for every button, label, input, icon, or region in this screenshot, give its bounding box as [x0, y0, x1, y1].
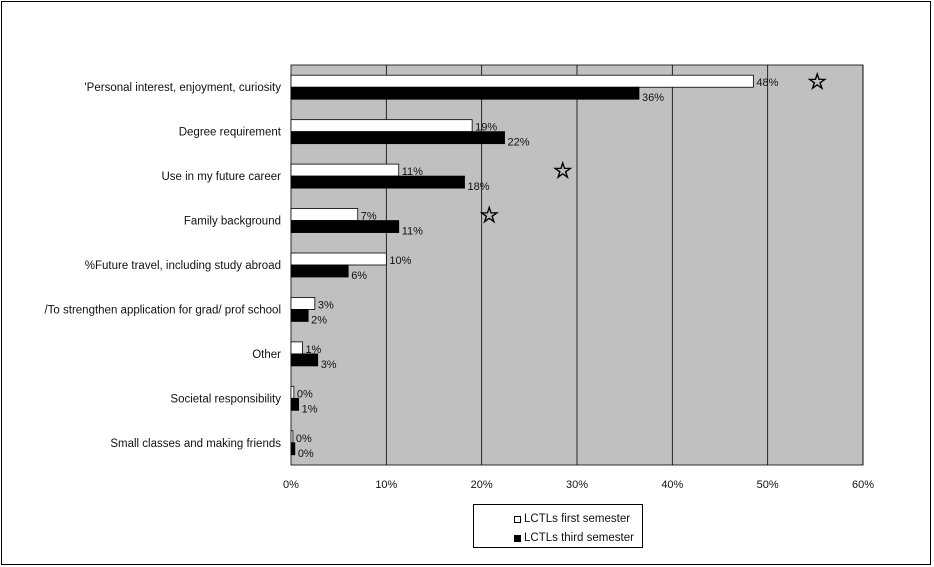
- bar-first-semester: [290, 297, 316, 310]
- data-label: 1%: [305, 344, 321, 356]
- bar-third-semester: [290, 309, 309, 322]
- category-label: %Future travel, including study abroad: [85, 260, 281, 272]
- bar-third-semester: [290, 131, 505, 145]
- bar-third-semester: [290, 220, 400, 233]
- data-label: 1%: [302, 403, 318, 415]
- bar-third-semester: [290, 175, 465, 189]
- data-label: 11%: [402, 166, 423, 178]
- data-label: 11%: [402, 226, 423, 238]
- category-label: /To strengthen application for grad/ pro…: [44, 304, 281, 316]
- category-label: Family background: [184, 216, 281, 228]
- data-label: 2%: [311, 314, 327, 326]
- bar-first-semester: [290, 74, 754, 88]
- data-label: 7%: [361, 211, 377, 223]
- bar-third-semester: [290, 397, 300, 411]
- legend-swatch-third-semester: [514, 534, 521, 542]
- data-label: 48%: [756, 77, 778, 89]
- star-annotation: ☆: [553, 159, 573, 184]
- category-label: Degree requirement: [179, 127, 282, 139]
- data-label: 36%: [642, 92, 664, 104]
- data-labels: 48%36%19%22%11%18%7%11%10%6%3%2%1%3%0%1%…: [296, 77, 779, 460]
- star-annotation: ☆: [479, 204, 499, 229]
- bar-third-semester: [290, 264, 349, 278]
- x-tick-label: 10%: [375, 479, 397, 491]
- category-label: Societal responsibility: [170, 393, 281, 405]
- x-tick-label: 30%: [566, 479, 588, 491]
- bar-first-semester: [290, 208, 359, 221]
- bar-third-semester: [290, 353, 319, 367]
- x-tick-label: 20%: [471, 479, 493, 491]
- category-label: Use in my future career: [161, 171, 281, 183]
- data-label: 10%: [389, 255, 411, 267]
- x-tick-labels: 0% 10% 20% 30% 40% 50% 60%: [283, 479, 874, 491]
- legend-item-third-semester: LCTLs third semester: [514, 532, 634, 544]
- bar-first-semester: [290, 163, 400, 177]
- data-label: 6%: [351, 270, 367, 282]
- legend-swatch-first-semester: [514, 515, 521, 523]
- bar-first-semester: [290, 119, 473, 133]
- star-annotation: ☆: [807, 70, 827, 95]
- bar-third-semester: [290, 442, 296, 456]
- bars: [290, 74, 754, 456]
- data-label: 18%: [468, 181, 490, 193]
- category-label: Other: [252, 349, 281, 361]
- data-label: 3%: [318, 299, 334, 311]
- legend: LCTLs first semester LCTLs third semeste…: [473, 504, 643, 548]
- data-label: 3%: [321, 359, 337, 371]
- bar-first-semester: [290, 341, 303, 355]
- data-label: 0%: [298, 448, 314, 460]
- category-label: Small classes and making friends: [110, 438, 281, 450]
- x-tick-label: 0%: [283, 479, 299, 491]
- x-tick-label: 60%: [852, 479, 874, 491]
- bar-first-semester: [290, 430, 294, 444]
- legend-label-first-semester: LCTLs first semester: [524, 513, 631, 525]
- x-tick-label: 50%: [757, 479, 779, 491]
- legend-item-first-semester: LCTLs first semester: [514, 513, 630, 525]
- bar-first-semester: [290, 252, 387, 266]
- data-label: 0%: [296, 433, 312, 445]
- category-label: 'Personal interest, enjoyment, curiosity: [84, 82, 281, 94]
- bar-first-semester: [290, 385, 295, 399]
- data-label: 19%: [475, 122, 497, 134]
- x-tick-label: 40%: [661, 479, 683, 491]
- data-label: 22%: [508, 137, 530, 149]
- data-label: 0%: [297, 388, 313, 400]
- legend-label-third-semester: LCTLs third semester: [524, 532, 634, 544]
- star-annotations: ☆ ☆ ☆: [479, 70, 827, 229]
- category-labels: 'Personal interest, enjoyment, curiosity…: [44, 82, 281, 450]
- bar-third-semester: [290, 86, 640, 100]
